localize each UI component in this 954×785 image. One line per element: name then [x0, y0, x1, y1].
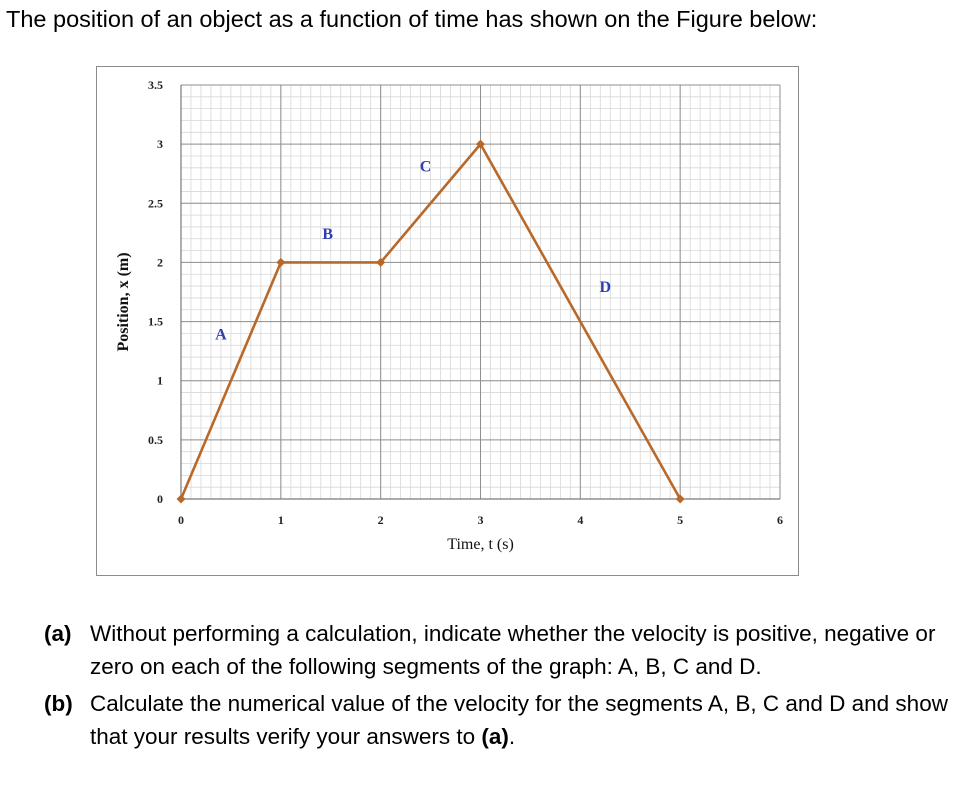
intro-text: The position of an object as a function …: [6, 6, 818, 32]
x-tick-label: 4: [577, 513, 583, 527]
x-axis-title: Time, t (s): [447, 536, 514, 553]
y-axis-title: Position, x (m): [115, 252, 132, 351]
question-b-text: Calculate the numerical value of the vel…: [90, 691, 948, 749]
segment-label-b: B: [322, 226, 333, 243]
segment-label-c: C: [420, 158, 432, 175]
x-tick-label: 0: [178, 513, 184, 527]
data-point-marker: [376, 257, 386, 267]
x-tick-label: 1: [278, 513, 284, 527]
question-b-reference: (a): [481, 724, 509, 749]
data-point-marker: [675, 494, 685, 504]
question-a-text: Without performing a calculation, indica…: [90, 621, 936, 679]
y-tick-label: 0.5: [148, 433, 163, 447]
segment-label-a: A: [215, 326, 227, 343]
y-tick-label: 0: [157, 492, 163, 506]
position-time-chart: 0 1 2 3 4 5 6 0 0.5 1 1.5 2 2.5 3 3.5 Time, t (s) Positi…: [115, 78, 783, 553]
data-point-marker: [176, 494, 186, 504]
segment-label-d: D: [600, 279, 612, 296]
y-tick-label: 3: [157, 137, 163, 151]
data-point-marker: [476, 139, 485, 149]
question-a: (a) Without performing a calculation, in…: [44, 617, 950, 683]
x-tick-label: 5: [677, 513, 683, 527]
y-tick-label: 1.5: [148, 315, 163, 329]
y-tick-label: 1: [157, 374, 163, 388]
y-tick-label: 3.5: [148, 78, 163, 92]
y-tick-label: 2.5: [148, 196, 163, 210]
question-list: (a) Without performing a calculation, in…: [44, 617, 950, 757]
data-point-marker: [276, 257, 286, 267]
x-tick-label: 3: [478, 513, 484, 527]
question-b-marker: (b): [44, 691, 73, 716]
x-tick-label: 2: [378, 513, 384, 527]
question-b: (b) Calculate the numerical value of the…: [44, 687, 950, 753]
position-time-figure: 0 1 2 3 4 5 6 0 0.5 1 1.5 2 2.5 3 3.5 Time, t (s) Positi…: [96, 66, 799, 576]
question-a-marker: (a): [44, 621, 72, 646]
x-tick-label: 6: [777, 513, 783, 527]
question-b-period: .: [508, 724, 516, 749]
y-tick-label: 2: [157, 255, 163, 269]
